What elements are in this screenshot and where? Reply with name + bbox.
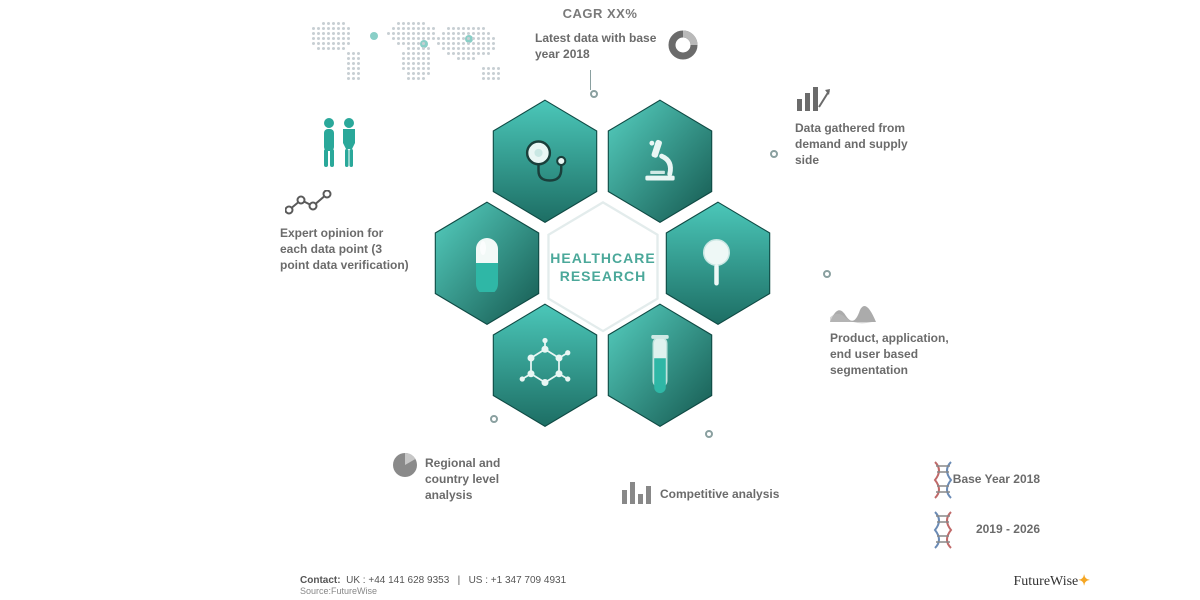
- dna-icon-1: [931, 460, 955, 500]
- connector-dot: [770, 150, 778, 158]
- stethoscope-icon: [519, 135, 571, 187]
- test-tube-icon: [645, 335, 675, 395]
- center-title-1: HEALTHCARE: [550, 249, 655, 267]
- contact-sep: |: [458, 575, 461, 586]
- label-expert-opinion: Expert opinion for each data point (3 po…: [280, 225, 410, 274]
- hex-pill: [432, 200, 542, 326]
- molecule-icon: [517, 337, 573, 393]
- connector-dot: [590, 90, 598, 98]
- microscope-icon: [634, 133, 686, 189]
- forecast-label: 2019 - 2026: [976, 522, 1040, 536]
- connector-dot: [705, 430, 713, 438]
- world-map-dots: [300, 10, 520, 100]
- label-regional: Regional and country level analysis: [425, 455, 545, 504]
- bars-icon: [620, 480, 654, 506]
- brand-mark-icon: ✦: [1078, 574, 1090, 589]
- pie-icon: [390, 450, 420, 480]
- infographic-canvas: CAGR XX% Expert opinion for each data po…: [0, 0, 1200, 600]
- source-value: FutureWise: [331, 586, 377, 596]
- cagr-label: CAGR XX%: [563, 6, 638, 21]
- brand-part1: Future: [1013, 574, 1050, 589]
- bar-arrow-icon: [795, 85, 831, 115]
- label-competitive: Competitive analysis: [660, 486, 810, 502]
- scatter-line-icon: [285, 190, 335, 218]
- center-title-2: RESEARCH: [550, 267, 655, 285]
- source-label: Source:: [300, 586, 331, 596]
- brand-part2: Wise: [1050, 574, 1078, 589]
- base-year-label: Base Year 2018: [953, 472, 1040, 486]
- donut-icon: [668, 30, 698, 60]
- connector-dot: [823, 270, 831, 278]
- brand-logo: FutureWise✦: [1013, 573, 1090, 590]
- footer-contact: Contact: UK : +44 141 628 9353 | US : +1…: [300, 575, 566, 596]
- pill-icon: [470, 234, 504, 292]
- contact-uk: UK : +44 141 628 9353: [346, 575, 449, 586]
- connector-line: [590, 70, 591, 90]
- dna-icon-2: [931, 510, 955, 550]
- label-segmentation: Product, application, end user based seg…: [830, 330, 960, 379]
- area-wave-icon: [830, 300, 876, 324]
- contact-label: Contact:: [300, 575, 341, 586]
- label-demand-supply: Data gathered from demand and supply sid…: [795, 120, 935, 169]
- hex-test-tube: [605, 302, 715, 428]
- human-figures-icon: [315, 115, 365, 175]
- contact-us: US : +1 347 709 4931: [469, 575, 567, 586]
- magnifier-icon: [694, 235, 742, 291]
- label-latest-data: Latest data with base year 2018: [535, 30, 660, 62]
